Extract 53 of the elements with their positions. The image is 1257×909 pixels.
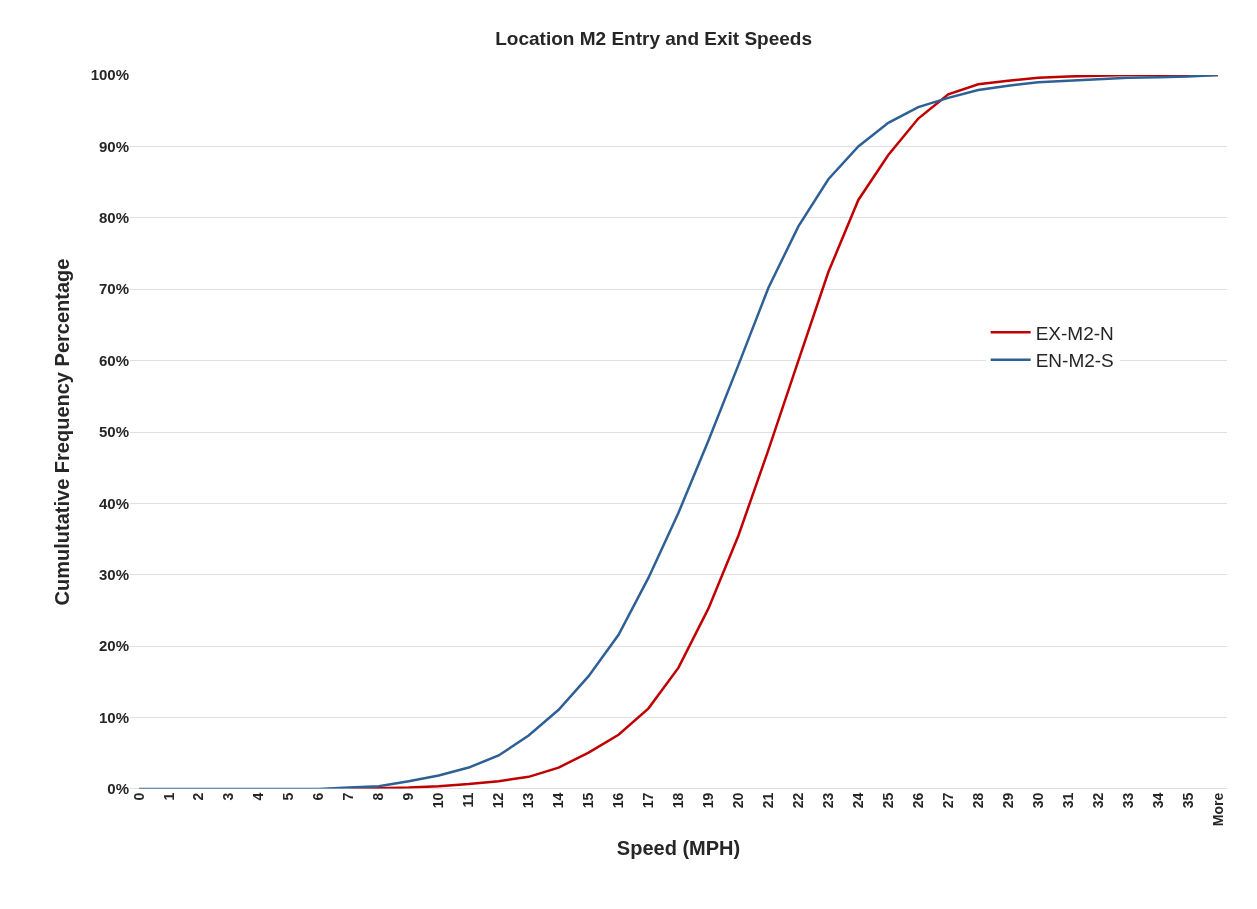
x-tick-label: More	[1209, 792, 1226, 827]
x-tick-label: 23	[819, 792, 836, 809]
x-tick-label: 24	[849, 792, 866, 809]
x-tick-label: 32	[1089, 792, 1106, 809]
y-tick-label: 40%	[98, 494, 129, 512]
y-axis-title: Cumulutative Frequency Percentage	[51, 258, 74, 606]
x-tick-label: 3	[220, 792, 237, 801]
x-tick-label: 19	[700, 792, 717, 809]
x-tick-label: 12	[490, 792, 507, 809]
x-tick-label: 27	[939, 792, 956, 809]
y-tick-label: 100%	[90, 66, 129, 84]
x-tick-label: 26	[909, 792, 926, 809]
x-tick-label: 17	[640, 792, 657, 809]
x-tick-label: 14	[550, 792, 567, 809]
x-tick-label: 8	[370, 792, 387, 801]
y-tick-label: 20%	[98, 637, 129, 655]
x-axis-title: Speed (MPH)	[616, 836, 741, 859]
y-tick-label: 30%	[98, 566, 129, 584]
x-tick-label: 31	[1059, 792, 1076, 809]
x-tick-label: 29	[999, 792, 1016, 809]
x-tick-label: 4	[250, 792, 267, 801]
x-tick-label: 28	[969, 792, 986, 809]
y-tick-label: 70%	[98, 280, 129, 298]
x-tick-label: 18	[670, 792, 687, 809]
x-tick-label: 25	[879, 792, 896, 809]
x-tick-label: 30	[1029, 792, 1046, 809]
x-tick-label: 13	[520, 792, 537, 809]
legend-label: EN-M2-S	[1035, 350, 1114, 372]
legend-label: EX-M2-N	[1035, 322, 1114, 344]
x-tick-label: 7	[340, 792, 357, 801]
x-tick-label: 15	[580, 792, 597, 809]
x-tick-label: 34	[1149, 792, 1166, 809]
x-tick-label: 1	[160, 792, 177, 801]
y-tick-label: 90%	[98, 137, 129, 155]
x-tick-label: 16	[610, 792, 627, 809]
x-tick-label: 20	[730, 792, 746, 809]
y-tick-label: 10%	[98, 708, 129, 726]
x-tick-label: 5	[280, 792, 297, 801]
x-tick-label: 35	[1179, 792, 1196, 809]
y-tick-label: 0%	[107, 780, 129, 798]
x-tick-label: 10	[430, 792, 447, 809]
y-tick-label: 50%	[98, 423, 129, 441]
x-tick-label: 22	[789, 792, 806, 809]
x-tick-label: 9	[400, 792, 417, 801]
x-tick-label: 2	[190, 792, 207, 801]
y-tick-label: 80%	[98, 209, 129, 227]
x-tick-label: 6	[310, 792, 327, 801]
x-tick-label: 21	[759, 792, 776, 809]
x-tick-label: 11	[460, 792, 477, 808]
x-tick-label: 0	[130, 792, 147, 801]
y-tick-label: 60%	[98, 351, 129, 369]
chart-title: Location M2 Entry and Exit Speeds	[495, 28, 813, 50]
x-tick-label: 33	[1119, 792, 1136, 809]
